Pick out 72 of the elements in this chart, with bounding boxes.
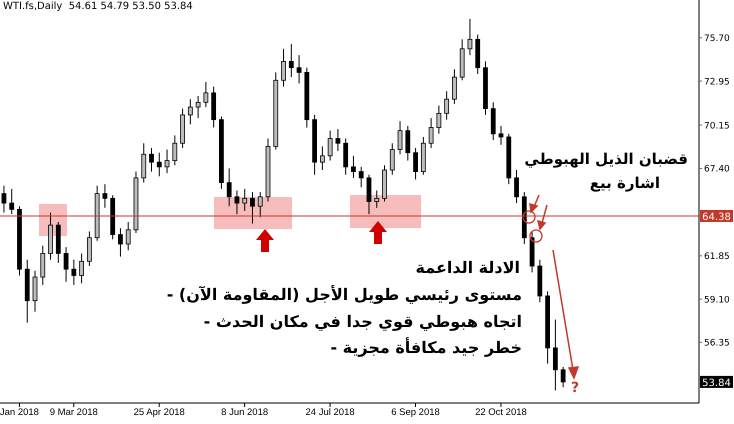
candlestick <box>436 104 442 134</box>
candlestick <box>172 134 178 166</box>
candlestick <box>552 319 558 391</box>
candlestick <box>560 366 566 388</box>
candlestick <box>444 90 450 120</box>
y-tick-label: 72.95 <box>704 77 730 88</box>
x-tick-label: 6 Sep 2018 <box>391 407 440 418</box>
candlestick <box>64 246 68 282</box>
candlestick <box>242 188 248 212</box>
candlestick <box>405 125 410 162</box>
candlestick <box>234 190 240 215</box>
annotation: اتجاه هبوطي قوي جدا في مكان الحدث - <box>204 312 522 331</box>
candlestick <box>343 138 348 176</box>
candlestick <box>320 146 325 171</box>
candlestick <box>196 96 201 119</box>
candlestick <box>336 128 340 152</box>
x-tick-label: 24 Jul 2018 <box>306 407 355 418</box>
candlestick <box>328 130 333 162</box>
candlestick <box>390 142 395 176</box>
y-tick-label: 67.40 <box>704 164 730 175</box>
candlestick <box>366 174 372 215</box>
candlestick <box>413 147 418 180</box>
annotation: 53.84 <box>702 378 731 389</box>
candlestick <box>141 142 146 184</box>
candlestick <box>250 192 255 224</box>
y-tick-label: 56.35 <box>704 338 730 349</box>
x-tick-label: 9 Mar 2018 <box>50 407 98 418</box>
candlestick <box>351 155 356 178</box>
candlestick <box>514 170 519 204</box>
x-tick-label: 25 Apr 2018 <box>134 407 185 418</box>
candlestick <box>498 125 504 146</box>
candlestick <box>398 120 402 155</box>
annotation: خطر جيد مكافأة مجزية - <box>330 338 522 357</box>
candlestick <box>428 118 434 148</box>
candlestick <box>258 192 263 218</box>
annotation: ? <box>571 380 580 396</box>
y-tick-label: 61.85 <box>704 252 730 262</box>
candlestick <box>40 245 46 286</box>
candlestick <box>358 166 364 188</box>
candlestick <box>149 147 154 172</box>
y-tick-label: 70.15 <box>704 121 730 132</box>
candlestick <box>374 190 380 208</box>
candlestick <box>452 68 457 104</box>
annotation: اشارة بيع <box>590 174 660 192</box>
candlestick <box>118 228 123 258</box>
candlestick <box>288 44 294 78</box>
ref-line-label: 64.38 <box>702 212 731 223</box>
candlestick <box>2 185 6 214</box>
candlestick <box>188 98 193 125</box>
annotation: مستوى رئيسي طويل الأجل (المقاومة الآن) - <box>166 285 522 304</box>
y-tick-label: 59.10 <box>704 295 730 306</box>
candlestick <box>468 18 472 56</box>
candlestick <box>79 252 84 284</box>
candlestick <box>32 270 38 312</box>
candlestick <box>9 188 14 215</box>
candlestick <box>71 259 76 286</box>
candlestick <box>126 221 131 251</box>
candlestick <box>281 48 286 88</box>
candlestick <box>226 168 232 207</box>
x-tick-label: Jan 2018 <box>0 407 39 418</box>
x-tick-label: 8 Jun 2018 <box>221 407 268 418</box>
annotation: قضبان الذيل الهبوطي <box>524 150 688 168</box>
candlestick <box>164 149 170 174</box>
chart-title: WTI.fs,Daily 54.61 54.79 53.50 53.84 <box>3 1 193 12</box>
candlestick <box>156 152 162 177</box>
candlestick <box>86 230 92 267</box>
y-tick-label: 75.70 <box>704 34 730 44</box>
x-tick-label: 22 Oct 2018 <box>475 407 527 418</box>
candlestick <box>102 184 108 208</box>
candlestick <box>203 81 208 108</box>
candlestick <box>296 54 302 84</box>
annotation: الادلة الداعمة <box>416 258 520 277</box>
